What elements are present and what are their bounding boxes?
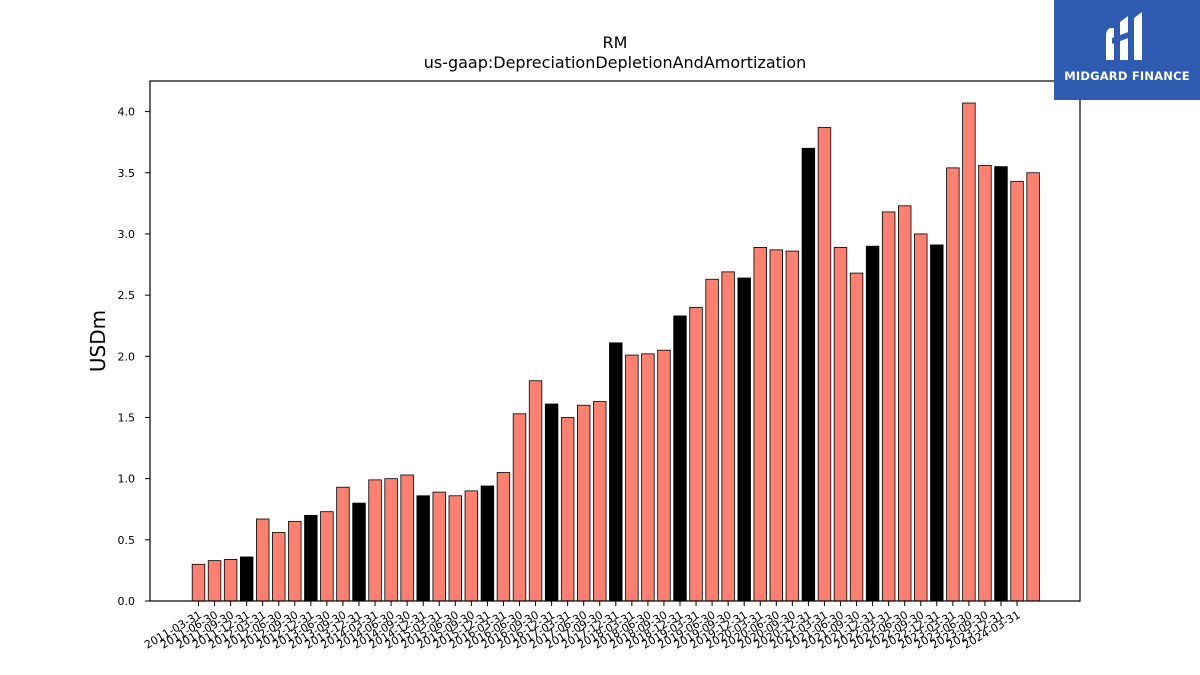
bar-2021-09-30 (849, 272, 864, 602)
y-tick-label: 3.5 (118, 167, 136, 180)
y-axis-ticks: 0.0 0.5 1.0 1.5 2.0 2.5 3.0 3.5 4.0 (118, 106, 150, 608)
bar-series (191, 102, 1040, 602)
y-tick-label: 0.0 (118, 595, 136, 608)
bar-2023-12-31 (994, 166, 1008, 602)
bar-2020-03-31 (753, 246, 767, 602)
y-tick-label: 1.0 (118, 473, 136, 486)
bar-2011-06-30 (207, 560, 222, 602)
bar-2011-12-31 (239, 556, 254, 602)
bar-2023-06-30 (962, 102, 976, 602)
bar-2013-09-30 (336, 486, 350, 602)
bar-2017-12-31 (609, 342, 623, 602)
y-tick-label: 3.0 (118, 228, 136, 241)
bar-2018-03-31 (625, 354, 639, 602)
bar-undefined (1026, 172, 1040, 602)
bar-2015-12-31 (480, 485, 495, 602)
bar-2016-12-31 (544, 403, 559, 602)
bar-2020-12-31 (801, 147, 816, 602)
bar-2015-09-30 (464, 490, 479, 602)
bar-2016-06-30 (512, 413, 527, 602)
bar-2014-03-31 (368, 479, 382, 602)
bar-2019-12-31 (737, 277, 751, 602)
bar-2021-12-31 (865, 245, 880, 602)
logo-text: MIDGARD FINANCE (1064, 69, 1190, 83)
bar-2011-09-30 (223, 559, 238, 602)
bar-2020-06-30 (769, 249, 784, 602)
bar-2012-09-30 (288, 521, 302, 602)
bar-2019-09-30 (721, 271, 735, 602)
y-tick-label: 4.0 (118, 106, 136, 119)
bar-2022-09-30 (914, 233, 928, 602)
y-tick-label: 2.0 (118, 350, 136, 363)
bar-2022-06-30 (898, 205, 912, 602)
bar-2023-09-30 (978, 165, 992, 602)
y-tick-label: 0.5 (118, 534, 136, 547)
bar-2022-12-31 (930, 244, 944, 602)
bar-2017-09-30 (593, 401, 607, 602)
chart-title: RM (603, 33, 628, 52)
bar-2023-03-31 (946, 167, 960, 602)
x-axis-ticks: 2011-03-312011-06-302011-09-302011-12-31… (142, 601, 1023, 652)
bar-2015-03-31 (432, 491, 446, 602)
bar-2018-12-31 (673, 315, 687, 602)
bar-2016-03-31 (496, 472, 511, 602)
bar-2020-09-30 (785, 250, 800, 602)
bar-2014-09-30 (400, 474, 414, 602)
bar-2014-12-31 (416, 495, 430, 602)
plot-frame (149, 80, 1081, 602)
chart-subtitle: us-gaap:DepreciationDepletionAndAmortiza… (424, 53, 807, 72)
bar-2012-06-30 (272, 532, 286, 602)
midgard-finance-logo: MIDGARD FINANCE (1054, 0, 1200, 100)
bar-2017-03-31 (560, 417, 575, 602)
bar-2016-09-30 (528, 380, 543, 602)
y-tick-label: 1.5 (118, 411, 136, 424)
bar-2012-03-31 (255, 518, 270, 602)
y-axis-label: USDm (86, 310, 110, 372)
bar-2011-03-31 (191, 563, 206, 602)
bar-2022-03-31 (881, 211, 896, 602)
midgard-finance-logo-icon (1106, 12, 1142, 60)
bar-2014-06-30 (384, 478, 398, 602)
bar-2024-03-31 (1010, 180, 1024, 602)
bar-2018-09-30 (657, 349, 671, 602)
bar-2021-03-31 (817, 127, 832, 602)
bar-2019-06-30 (705, 278, 719, 602)
y-tick-label: 2.5 (118, 289, 136, 302)
bar-2021-06-30 (833, 246, 848, 602)
bar-2013-12-31 (352, 502, 366, 602)
bar-2013-06-30 (320, 511, 334, 602)
bar-2015-06-30 (448, 495, 463, 602)
bar-2012-12-31 (304, 514, 318, 602)
bar-2019-03-31 (689, 306, 703, 602)
bar-2017-06-30 (577, 404, 591, 602)
bar-2018-06-30 (641, 353, 655, 602)
